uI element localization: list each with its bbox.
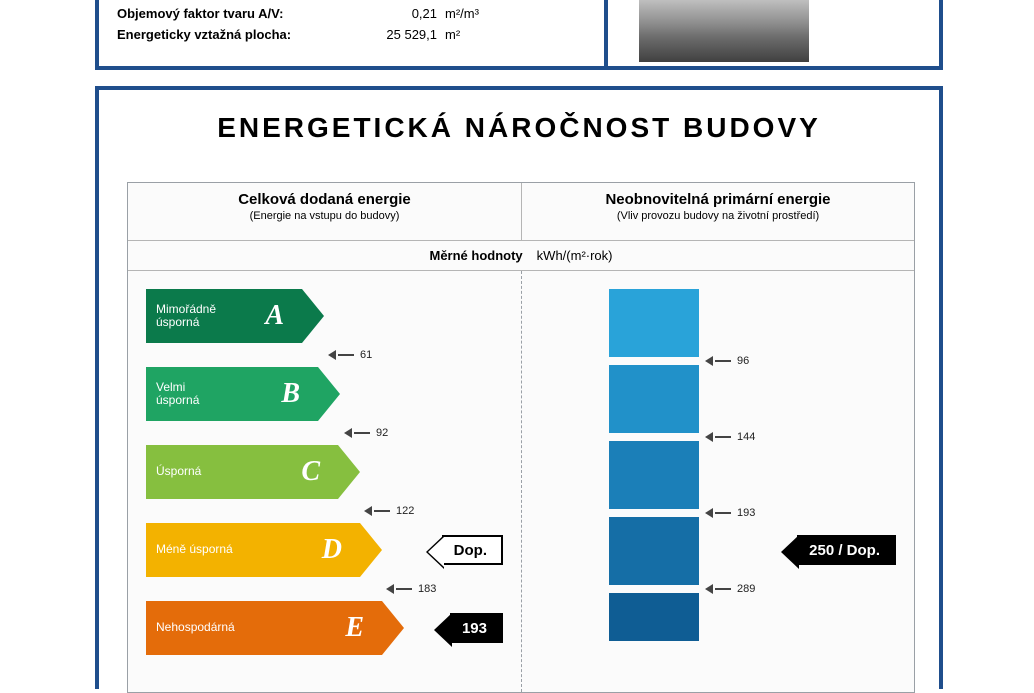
column-headers: Celková dodaná energie (Energie na vstup… — [128, 183, 914, 241]
energy-class-letter: E — [345, 612, 364, 644]
right-column-header: Neobnovitelná primární energie (Vliv pro… — [521, 183, 914, 240]
tick-arrow-icon — [364, 506, 372, 516]
tick-stem — [715, 436, 731, 438]
threshold-tick: 144 — [705, 431, 755, 443]
property-label: Objemový faktor tvaru A/V: — [117, 6, 347, 21]
energy-class-desc: Nehospodárná — [156, 621, 235, 634]
tick-stem — [338, 354, 354, 356]
metric-unit: kWh/(m²·rok) — [537, 248, 613, 263]
tick-value: 61 — [360, 349, 372, 361]
top-info-box: Objemový faktor tvaru A/V: 0,21 m²/m³ En… — [95, 0, 943, 70]
energy-class-letter: D — [322, 534, 342, 566]
energy-class-bar-c: Úsporná C — [146, 445, 338, 499]
tick-arrow-icon — [328, 350, 336, 360]
primary-energy-chart: 96 144 193 289 250 / Dop. — [521, 289, 914, 692]
right-header-subtitle: (Vliv provozu budovy na životní prostřed… — [522, 210, 914, 222]
tick-stem — [715, 360, 731, 362]
property-row: Objemový faktor tvaru A/V: 0,21 m²/m³ — [117, 6, 588, 21]
delivered-energy-chart: Mimořádně úsporná A 61 Velmi úsporná B 92 Úspo… — [128, 289, 521, 692]
tick-value: 122 — [396, 505, 414, 517]
tick-value: 183 — [418, 583, 436, 595]
threshold-tick: 122 — [364, 505, 414, 517]
primary-energy-column — [609, 289, 699, 649]
left-header-subtitle: (Energie na vstupu do budovy) — [128, 210, 521, 222]
threshold-tick: 289 — [705, 583, 755, 595]
energy-class-bar-d: Méně úsporná D — [146, 523, 360, 577]
tick-value: 289 — [737, 583, 755, 595]
tick-stem — [715, 588, 731, 590]
property-row: Energeticky vztažná plocha: 25 529,1 m² — [117, 27, 588, 42]
tick-arrow-icon — [386, 584, 394, 594]
threshold-tick: 61 — [328, 349, 372, 361]
primary-energy-segment — [609, 289, 699, 357]
primary-recommended-pointer: 250 / Dop. — [797, 535, 896, 565]
recommended-pointer: Dop. — [442, 535, 503, 565]
energy-class-desc: Úsporná — [156, 465, 201, 478]
tick-arrow-icon — [705, 508, 713, 518]
tick-stem — [396, 588, 412, 590]
energy-class-row: Méně úsporná D — [146, 523, 360, 577]
energy-class-desc: Méně úsporná — [156, 543, 233, 556]
right-header-title: Neobnovitelná primární energie — [522, 191, 914, 208]
property-unit: m²/m³ — [445, 6, 479, 21]
tick-value: 92 — [376, 427, 388, 439]
tick-stem — [715, 512, 731, 514]
threshold-tick: 96 — [705, 355, 749, 367]
top-divider — [604, 0, 608, 66]
primary-energy-segment — [609, 517, 699, 585]
tick-arrow-icon — [344, 428, 352, 438]
energy-class-row: Úsporná C — [146, 445, 338, 499]
energy-class-letter: B — [281, 378, 300, 410]
left-column-header: Celková dodaná energie (Energie na vstup… — [128, 183, 521, 240]
tick-arrow-icon — [705, 432, 713, 442]
threshold-tick: 183 — [386, 583, 436, 595]
tick-value: 96 — [737, 355, 749, 367]
energy-class-desc: Mimořádně úsporná — [156, 303, 216, 329]
property-value: 0,21 — [347, 6, 437, 21]
threshold-tick: 92 — [344, 427, 388, 439]
energy-class-desc: Velmi úsporná — [156, 381, 199, 407]
tick-arrow-icon — [705, 356, 713, 366]
property-value: 25 529,1 — [347, 27, 437, 42]
energy-class-letter: C — [301, 456, 320, 488]
left-header-title: Celková dodaná energie — [128, 191, 521, 208]
main-frame: ENERGETICKÁ NÁROČNOST BUDOVY Celková dod… — [95, 86, 943, 689]
page-title: ENERGETICKÁ NÁROČNOST BUDOVY — [99, 112, 939, 144]
chart-card: Celková dodaná energie (Energie na vstup… — [127, 182, 915, 693]
tick-value: 193 — [737, 507, 755, 519]
primary-energy-segment — [609, 365, 699, 433]
building-properties: Objemový faktor tvaru A/V: 0,21 m²/m³ En… — [99, 0, 604, 66]
tick-stem — [374, 510, 390, 512]
energy-class-bar-b: Velmi úsporná B — [146, 367, 318, 421]
building-photo — [639, 0, 809, 62]
tick-stem — [354, 432, 370, 434]
actual-value-pointer: 193 — [450, 613, 503, 643]
primary-energy-segment — [609, 441, 699, 509]
energy-class-letter: A — [265, 300, 284, 332]
tick-value: 144 — [737, 431, 755, 443]
metric-label: Měrné hodnoty — [430, 248, 523, 263]
property-unit: m² — [445, 27, 460, 42]
energy-class-bar-a: Mimořádně úsporná A — [146, 289, 302, 343]
energy-class-row: Nehospodárná E — [146, 601, 382, 655]
chart-area: Mimořádně úsporná A 61 Velmi úsporná B 92 Úspo… — [128, 271, 914, 692]
metric-row: Měrné hodnoty kWh/(m²·rok) — [128, 241, 914, 271]
threshold-tick: 193 — [705, 507, 755, 519]
energy-class-row: Velmi úsporná B — [146, 367, 318, 421]
energy-class-row: Mimořádně úsporná A — [146, 289, 302, 343]
property-label: Energeticky vztažná plocha: — [117, 27, 347, 42]
energy-class-bar-e: Nehospodárná E — [146, 601, 382, 655]
primary-energy-segment — [609, 593, 699, 641]
tick-arrow-icon — [705, 584, 713, 594]
